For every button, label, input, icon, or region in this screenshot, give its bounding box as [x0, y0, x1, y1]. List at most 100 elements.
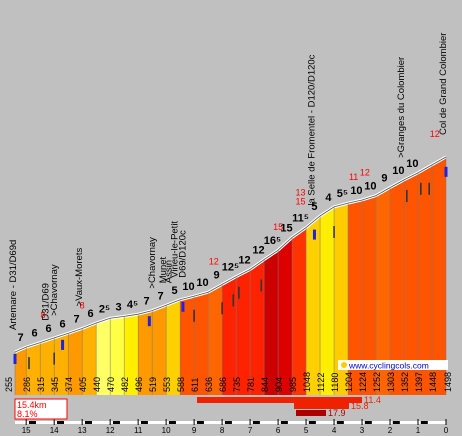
altitude-label: 1204	[344, 372, 354, 392]
profile-fill	[15, 157, 446, 395]
max-gradient-label: 13	[295, 188, 305, 198]
max-gradient-label: 15	[295, 197, 305, 207]
axis-stripe	[322, 421, 330, 424]
max-gradient-label: 12	[209, 256, 219, 266]
axis-stripe	[28, 421, 36, 424]
gradient-label: 5⁵	[337, 188, 348, 200]
place-label: Assin	[164, 260, 175, 283]
gradient-label: 10	[364, 181, 376, 193]
axis-tick-label: 2	[388, 426, 393, 435]
axis-stripe	[56, 421, 64, 424]
altitude-label: 1048	[302, 372, 312, 392]
altitude-label: 1498	[443, 372, 453, 392]
steepness-bar	[296, 410, 326, 416]
gradient-label: 6	[60, 318, 66, 330]
gradient-label: 7	[143, 296, 149, 308]
place-labels: Artemare - D31/D69d D31/D69>Chavornay >Vau…	[8, 33, 449, 330]
gradient-label: 15	[280, 222, 292, 234]
profile-segment	[250, 259, 265, 395]
cyclingcols-logo-icon	[341, 362, 347, 368]
gradient-label: 12	[238, 254, 250, 266]
profile-segment	[152, 305, 167, 395]
profile-outline	[14, 156, 447, 353]
gradient-label: 10	[196, 277, 208, 289]
profile-segment	[110, 316, 125, 395]
profile-segment	[320, 206, 335, 395]
altitude-label: 611	[190, 378, 200, 392]
axis-tick-label: 13	[78, 426, 87, 435]
place-label: D31/D69	[41, 283, 52, 321]
gradient-label: 16⁵	[264, 235, 281, 247]
gradient-label: 7	[157, 290, 163, 302]
altitude-label: 315	[36, 377, 46, 392]
max-gradient-label: 15	[273, 222, 283, 232]
altitude-label: 519	[148, 377, 158, 392]
axis-tick-label: 1	[416, 426, 421, 435]
profile-segment	[432, 157, 446, 395]
gradient-label: 4	[325, 192, 332, 204]
axis-tick-label: 10	[162, 426, 171, 435]
altitude-label: 985	[288, 377, 298, 392]
profile-segment	[334, 203, 349, 395]
summary-box	[14, 398, 68, 420]
axis-tick-label: 12	[106, 426, 115, 435]
max-gradient-label: 8	[80, 300, 85, 310]
axis-tick-label: 14	[50, 426, 59, 435]
gradient-label: 10	[392, 165, 404, 177]
gradient-label: 11⁵	[292, 213, 309, 225]
gradient-label: 9	[213, 269, 219, 281]
distance-axis: 15 14 13 12 11 10 9 8 7 6 5 4 3 2 1 0	[15, 419, 449, 435]
profile-edge	[14, 155, 447, 354]
place-label: la Selle de Fromentel - D120/D120c	[306, 54, 317, 205]
max-gradient-label: 12	[430, 129, 440, 139]
altitude-label: 735	[232, 377, 242, 392]
axis-stripe	[406, 421, 414, 424]
profile-segment	[292, 227, 307, 395]
profile-segment-lines	[14, 157, 447, 395]
steepness-bar-value: 11.4	[364, 395, 381, 405]
profile-segment	[208, 284, 223, 395]
summary-average-gradient: 8.1%	[17, 409, 38, 419]
profile-segment	[278, 237, 293, 395]
axis-stripe	[420, 421, 428, 424]
website-link[interactable]: www.cyclingcols.com	[348, 361, 429, 371]
gradient-label: 6	[46, 323, 52, 335]
axis-stripe	[84, 421, 92, 424]
axis-tick-label: 6	[276, 426, 281, 435]
axis-stripe	[238, 421, 246, 424]
gradient-label: 6	[88, 308, 94, 320]
gradient-label: 2⁵	[99, 303, 110, 315]
gradient-label: 12⁵	[222, 262, 239, 274]
axis-stripe	[336, 421, 344, 424]
altitude-label: 1448	[428, 372, 438, 392]
axis-stripe	[168, 421, 176, 424]
website-badge: www.cyclingcols.com	[338, 360, 448, 371]
profile-segment	[404, 172, 419, 395]
altitude-label: 405	[78, 377, 88, 392]
axis-stripe	[266, 421, 274, 424]
altitude-label: 1122	[316, 373, 326, 392]
gradient-label: 5	[311, 201, 317, 213]
altitude-label: 1303	[386, 372, 396, 392]
profile-segment	[26, 342, 41, 395]
altitude-label: 1180	[330, 373, 340, 392]
altitude-label: 1252	[372, 372, 382, 392]
gradient-label: 10	[350, 185, 362, 197]
profile-segment	[348, 199, 363, 395]
axis-tick-label: 7	[248, 426, 253, 435]
altitude-label: 844	[260, 377, 270, 392]
altitude-label: 588	[176, 377, 186, 392]
axis-stripe	[112, 421, 120, 424]
altitude-label: 781	[246, 377, 256, 392]
axis-stripe	[98, 421, 106, 424]
axis-tick-label: 0	[444, 426, 449, 435]
axis-tick-label: 11	[134, 426, 143, 435]
steepness-bar-value: 17.9	[328, 408, 346, 418]
profile-segment	[96, 318, 111, 395]
gradient-label: 10	[406, 158, 418, 170]
altitude-label: 374	[64, 377, 74, 392]
axis-stripe	[182, 421, 190, 424]
axis-tick-label: 15	[22, 426, 31, 435]
axis-stripe	[392, 421, 400, 424]
